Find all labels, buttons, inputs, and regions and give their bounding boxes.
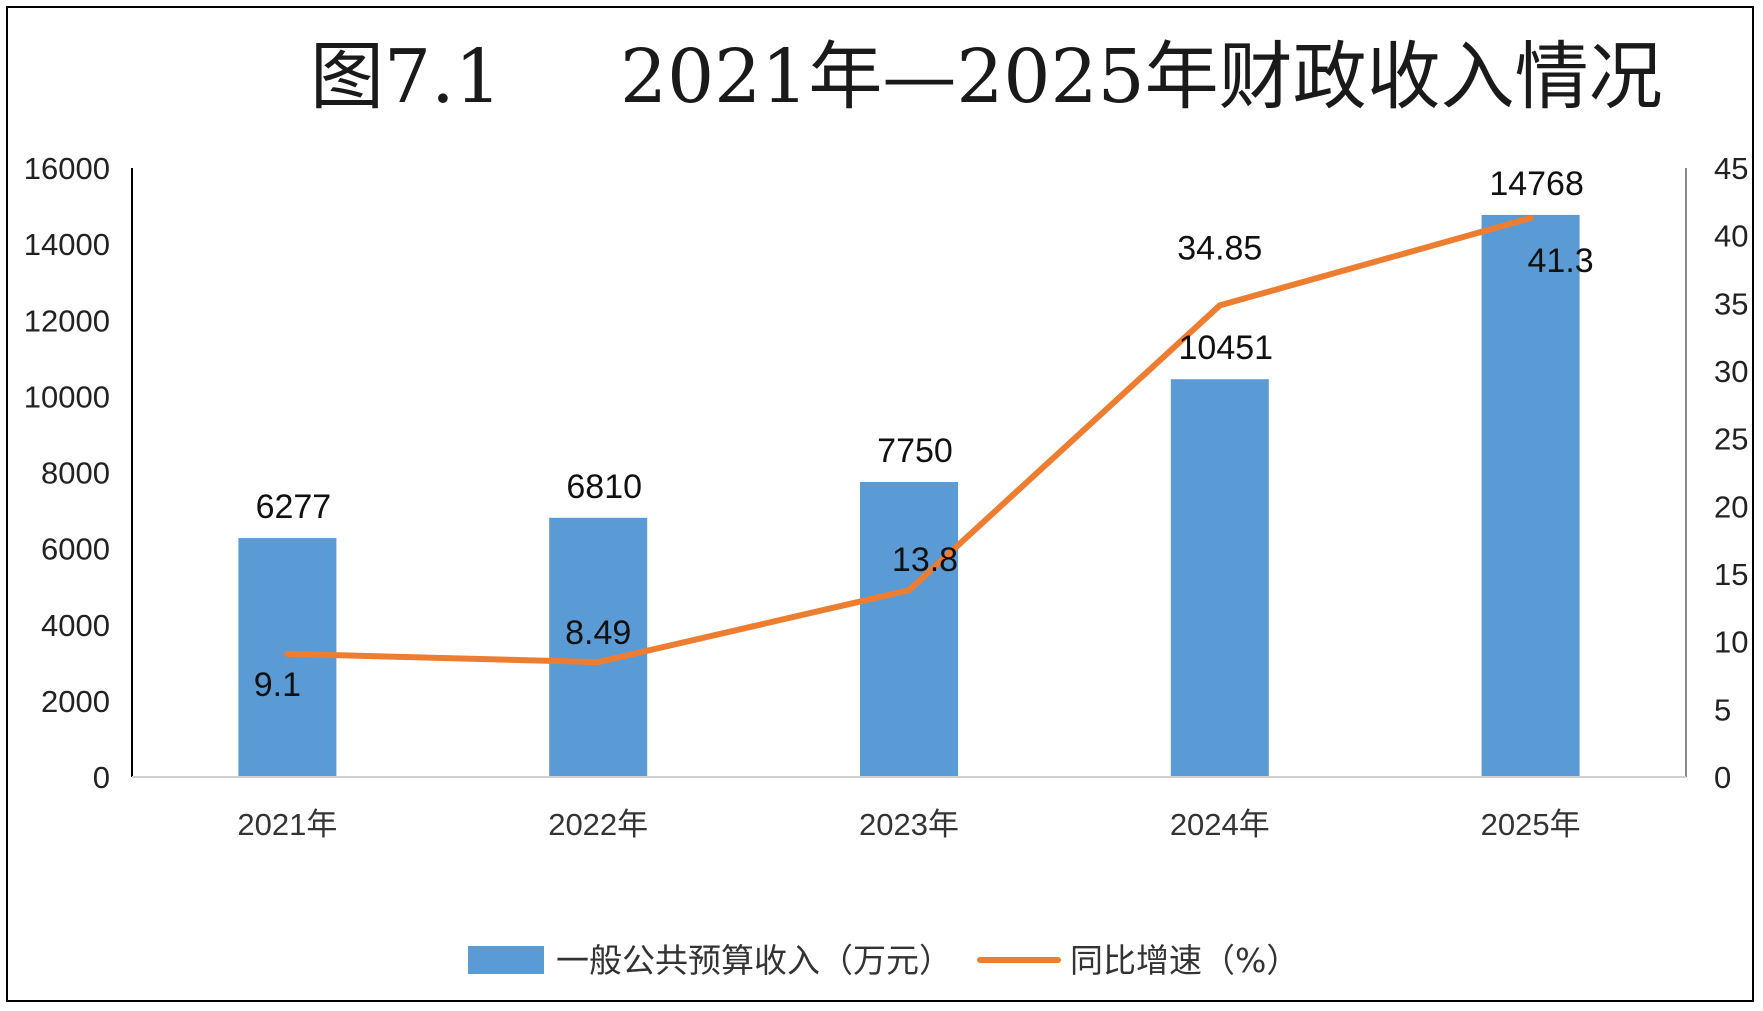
y-left-tick-label: 6000: [41, 532, 110, 567]
y-right-tick-label: 25: [1714, 422, 1748, 457]
y-right-tick-label: 15: [1714, 557, 1748, 592]
y-left-tick-label: 14000: [24, 227, 110, 262]
growth-point: [284, 650, 291, 657]
chart-title-figure-number: 图7.1: [310, 34, 502, 120]
bar: [860, 482, 958, 777]
y-right-tick-label: 45: [1714, 151, 1748, 186]
x-tick-label: 2023年: [859, 807, 959, 842]
growth-point: [1527, 215, 1534, 222]
y-left-tick-label: 2000: [41, 684, 110, 719]
y-left-tick-label: 12000: [24, 303, 110, 338]
bar-data-label: 14768: [1489, 165, 1584, 203]
y-right-tick-label: 10: [1714, 625, 1748, 660]
bar-data-label: 7750: [877, 432, 953, 470]
y-left-tick-label: 16000: [24, 151, 110, 186]
line-data-label: 34.85: [1177, 229, 1262, 267]
line-data-label: 13.8: [892, 541, 958, 579]
x-tick-label: 2025年: [1481, 807, 1581, 842]
line-data-label: 41.3: [1528, 242, 1594, 280]
legend-label-bar: 一般公共预算收入（万元）: [556, 941, 952, 980]
bar: [1481, 214, 1580, 777]
y-left-tick-label: 8000: [41, 456, 110, 491]
bar-data-label: 10451: [1179, 329, 1274, 367]
y-right-tick-label: 40: [1714, 219, 1748, 254]
y-right-tick-label: 30: [1714, 354, 1748, 389]
chart-title: 2021年—2025年财政收入情况: [620, 34, 1663, 120]
legend-label-line: 同比增速（%）: [1070, 941, 1299, 980]
line-data-label: 9.1: [254, 666, 301, 704]
y-left-tick-label: 0: [93, 760, 110, 795]
y-left-tick-label: 4000: [41, 608, 110, 643]
legend-swatch-bar: [468, 946, 544, 974]
bar-data-label: 6277: [256, 488, 332, 526]
line-data-label: 8.49: [565, 614, 631, 652]
growth-point: [1216, 302, 1223, 309]
chart-marks: 0 2000 4000 6000 8000 10000 12000 14000 16000 0 5 1…: [24, 151, 1749, 980]
growth-point: [906, 587, 912, 594]
growth-point: [595, 659, 602, 666]
bar-data-label: 6810: [566, 468, 642, 506]
x-tick-label: 2024年: [1170, 807, 1270, 842]
y-right-tick-label: 35: [1714, 286, 1748, 321]
y-left-tick-label: 10000: [24, 379, 110, 414]
y-right-tick-label: 20: [1714, 489, 1748, 524]
bar: [1170, 379, 1269, 777]
y-right-tick-label: 5: [1714, 692, 1731, 727]
x-tick-label: 2021年: [237, 807, 337, 842]
bar: [549, 517, 648, 777]
x-tick-label: 2022年: [548, 807, 648, 842]
y-right-tick-label: 0: [1714, 760, 1731, 795]
